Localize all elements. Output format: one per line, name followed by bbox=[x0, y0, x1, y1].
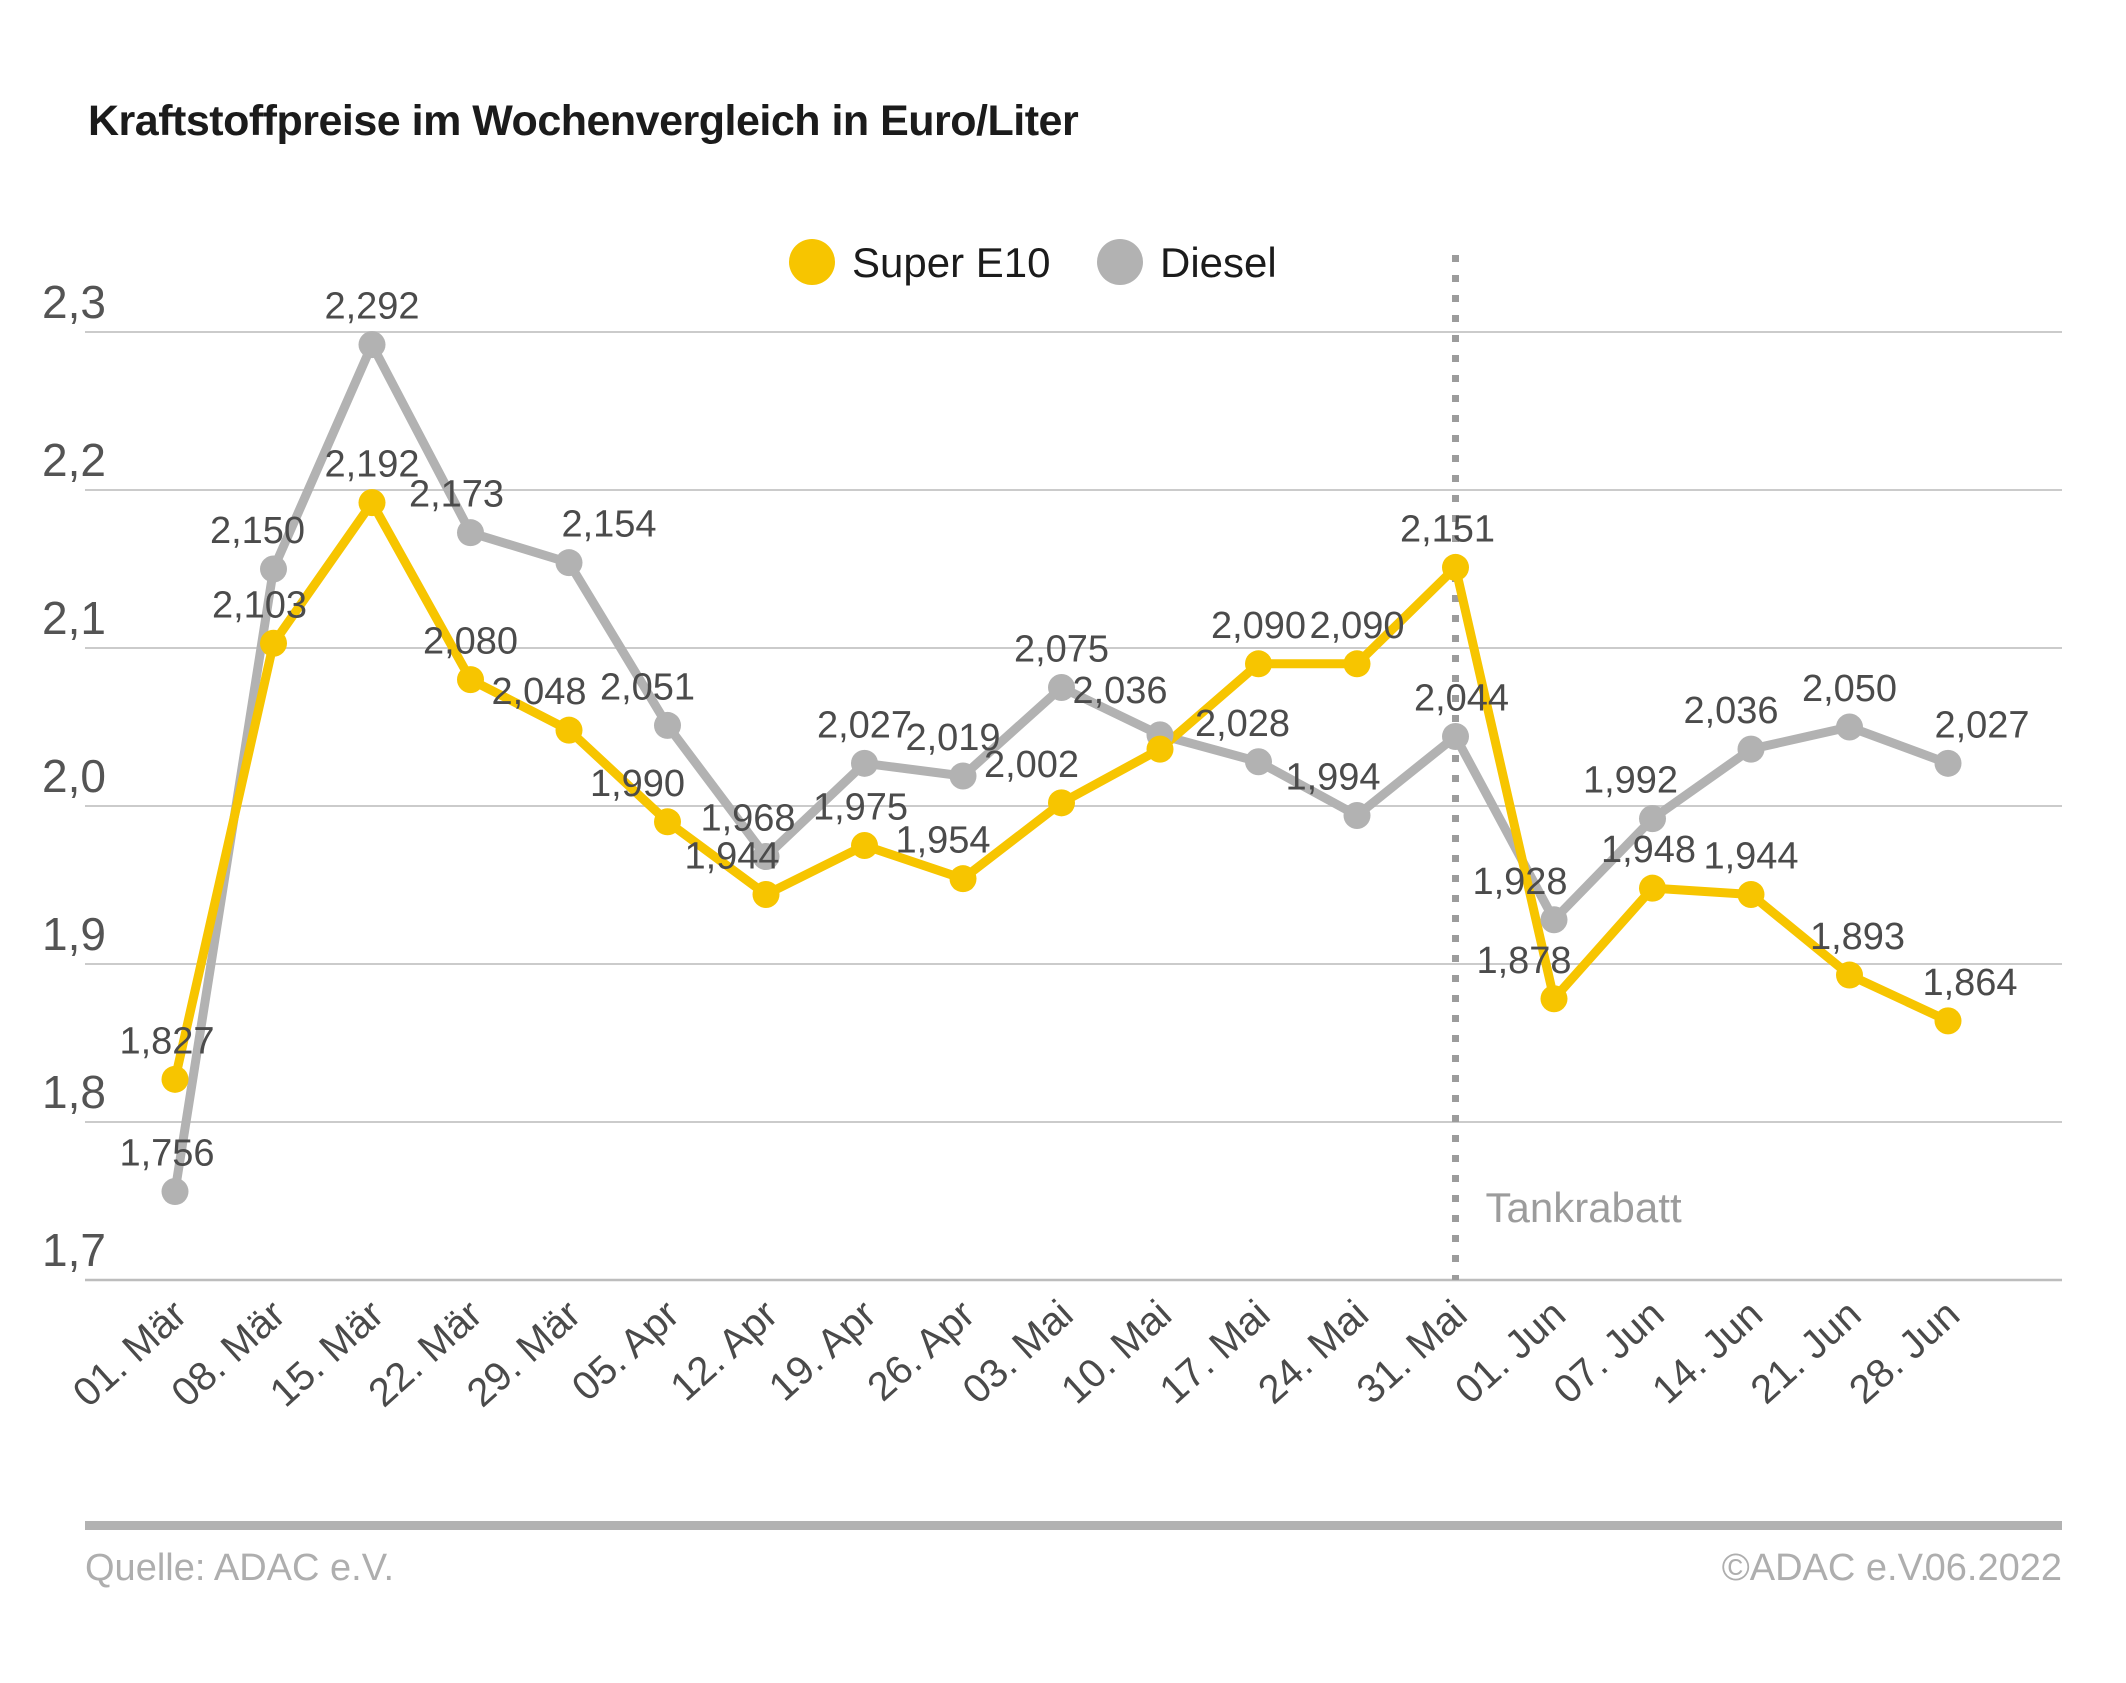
data-label-diesel-12: 1,994 bbox=[1285, 756, 1380, 798]
legend-label-diesel: Diesel bbox=[1160, 239, 1277, 286]
footer-divider bbox=[85, 1521, 2062, 1530]
data-point-diesel-11 bbox=[1245, 748, 1272, 776]
data-label-super-e10-4: 2,048 bbox=[491, 671, 586, 713]
data-point-diesel-3 bbox=[457, 519, 484, 547]
data-label-super-e10-16: 1,944 bbox=[1703, 835, 1798, 877]
copyright-date: 06.2022 bbox=[1925, 1547, 2062, 1589]
data-label-diesel-0: 1,756 bbox=[119, 1133, 214, 1175]
data-label-diesel-16: 2,036 bbox=[1683, 690, 1778, 732]
data-label-diesel-8: 2,019 bbox=[905, 717, 1000, 759]
y-axis-label: 2,0 bbox=[42, 750, 106, 802]
data-point-diesel-6 bbox=[752, 843, 780, 871]
data-point-diesel-1 bbox=[260, 555, 287, 583]
data-point-super-e10-9 bbox=[1048, 789, 1075, 817]
data-label-super-e10-6: 1,944 bbox=[684, 835, 779, 877]
y-axis-label: 1,9 bbox=[42, 908, 106, 960]
data-point-super-e10-3 bbox=[457, 666, 484, 694]
y-axis-label: 2,3 bbox=[42, 276, 106, 328]
data-label-diesel-9: 2,075 bbox=[1014, 629, 1109, 671]
data-label-diesel-3: 2,173 bbox=[409, 474, 504, 516]
data-label-super-e10-2: 2,192 bbox=[324, 444, 419, 486]
data-label-diesel-11: 2,028 bbox=[1195, 703, 1290, 745]
data-label-super-e10-18: 1,864 bbox=[1922, 962, 2017, 1004]
data-label-super-e10-17: 1,893 bbox=[1810, 916, 1905, 958]
data-point-diesel-7 bbox=[851, 749, 878, 777]
data-label-diesel-7: 2,027 bbox=[817, 704, 912, 746]
data-point-diesel-18 bbox=[1934, 749, 1962, 777]
data-point-super-e10-17 bbox=[1836, 961, 1863, 989]
data-label-diesel-15: 1,992 bbox=[1583, 760, 1678, 802]
data-point-super-e10-10 bbox=[1146, 735, 1174, 763]
data-point-diesel-9 bbox=[1048, 674, 1075, 701]
data-label-diesel-13: 2,044 bbox=[1414, 677, 1509, 719]
data-label-super-e10-5: 1,990 bbox=[590, 763, 685, 805]
data-point-super-e10-12 bbox=[1343, 650, 1371, 678]
y-axis-label: 1,8 bbox=[42, 1066, 106, 1118]
data-label-super-e10-7: 1,975 bbox=[813, 787, 908, 829]
copyright-text: ©ADAC e.V. bbox=[1722, 1547, 1930, 1589]
data-label-diesel-18: 2,027 bbox=[1934, 704, 2029, 746]
data-point-super-e10-18 bbox=[1934, 1007, 1962, 1035]
y-axis-label: 2,1 bbox=[42, 592, 106, 644]
legend-swatch-super-e10 bbox=[789, 239, 835, 285]
data-point-super-e10-6 bbox=[752, 880, 780, 908]
data-point-super-e10-7 bbox=[851, 832, 878, 859]
data-label-super-e10-0: 1,827 bbox=[119, 1020, 214, 1062]
data-point-super-e10-14 bbox=[1540, 985, 1568, 1013]
data-label-super-e10-11: 2,090 bbox=[1211, 605, 1306, 647]
data-label-diesel-14: 1,928 bbox=[1472, 861, 1567, 903]
data-point-diesel-8 bbox=[949, 762, 977, 790]
tankrabatt-annotation: Tankrabatt bbox=[1486, 1184, 1682, 1231]
data-point-diesel-0 bbox=[161, 1178, 189, 1206]
data-point-super-e10-15 bbox=[1639, 874, 1666, 902]
data-label-super-e10-3: 2,080 bbox=[423, 621, 518, 663]
data-label-diesel-4: 2,154 bbox=[561, 504, 656, 546]
legend-label-super-e10: Super E10 bbox=[852, 239, 1050, 286]
data-point-diesel-2 bbox=[358, 331, 386, 359]
data-point-diesel-15 bbox=[1639, 805, 1666, 833]
data-label-diesel-17: 2,050 bbox=[1802, 668, 1897, 710]
data-label-super-e10-8: 1,954 bbox=[895, 820, 990, 862]
data-label-diesel-5: 2,051 bbox=[600, 666, 695, 708]
legend-swatch-diesel bbox=[1097, 239, 1143, 285]
data-label-super-e10-9: 2,002 bbox=[984, 744, 1079, 786]
data-point-diesel-14 bbox=[1540, 906, 1568, 934]
data-label-super-e10-12: 2,090 bbox=[1309, 605, 1404, 647]
data-point-super-e10-8 bbox=[949, 865, 977, 893]
data-point-super-e10-4 bbox=[555, 716, 583, 744]
data-point-super-e10-0 bbox=[161, 1065, 189, 1093]
data-label-diesel-2: 2,292 bbox=[324, 286, 419, 328]
data-label-diesel-6: 1,968 bbox=[700, 798, 795, 840]
data-label-diesel-1: 2,150 bbox=[210, 510, 305, 552]
data-point-diesel-4 bbox=[555, 549, 583, 577]
data-point-super-e10-2 bbox=[358, 489, 386, 517]
source-text: Quelle: ADAC e.V. bbox=[85, 1547, 394, 1589]
data-point-diesel-12 bbox=[1343, 801, 1371, 829]
data-point-diesel-5 bbox=[654, 711, 681, 739]
y-axis-label: 1,7 bbox=[42, 1224, 106, 1276]
data-label-super-e10-1: 2,103 bbox=[212, 584, 307, 626]
data-label-super-e10-14: 1,878 bbox=[1476, 940, 1571, 982]
legend: Super E10 Diesel bbox=[789, 239, 1277, 286]
data-point-diesel-13 bbox=[1442, 722, 1469, 750]
data-label-super-e10-15: 1,948 bbox=[1601, 829, 1696, 871]
data-point-super-e10-13 bbox=[1442, 553, 1469, 581]
data-point-diesel-16 bbox=[1737, 735, 1765, 763]
data-point-super-e10-11 bbox=[1245, 650, 1272, 678]
footer: Quelle: ADAC e.V. ©ADAC e.V. 06.2022 bbox=[85, 1521, 2062, 1589]
data-point-super-e10-1 bbox=[260, 629, 287, 657]
data-point-super-e10-5 bbox=[654, 808, 681, 836]
y-axis-label: 2,2 bbox=[42, 434, 106, 486]
data-point-diesel-17 bbox=[1836, 713, 1863, 741]
data-label-super-e10-10: 2,036 bbox=[1072, 670, 1167, 712]
data-point-super-e10-16 bbox=[1737, 880, 1765, 908]
data-label-super-e10-13: 2,151 bbox=[1400, 508, 1495, 550]
page-title: Kraftstoffpreise im Wochenvergleich in E… bbox=[88, 97, 1079, 145]
